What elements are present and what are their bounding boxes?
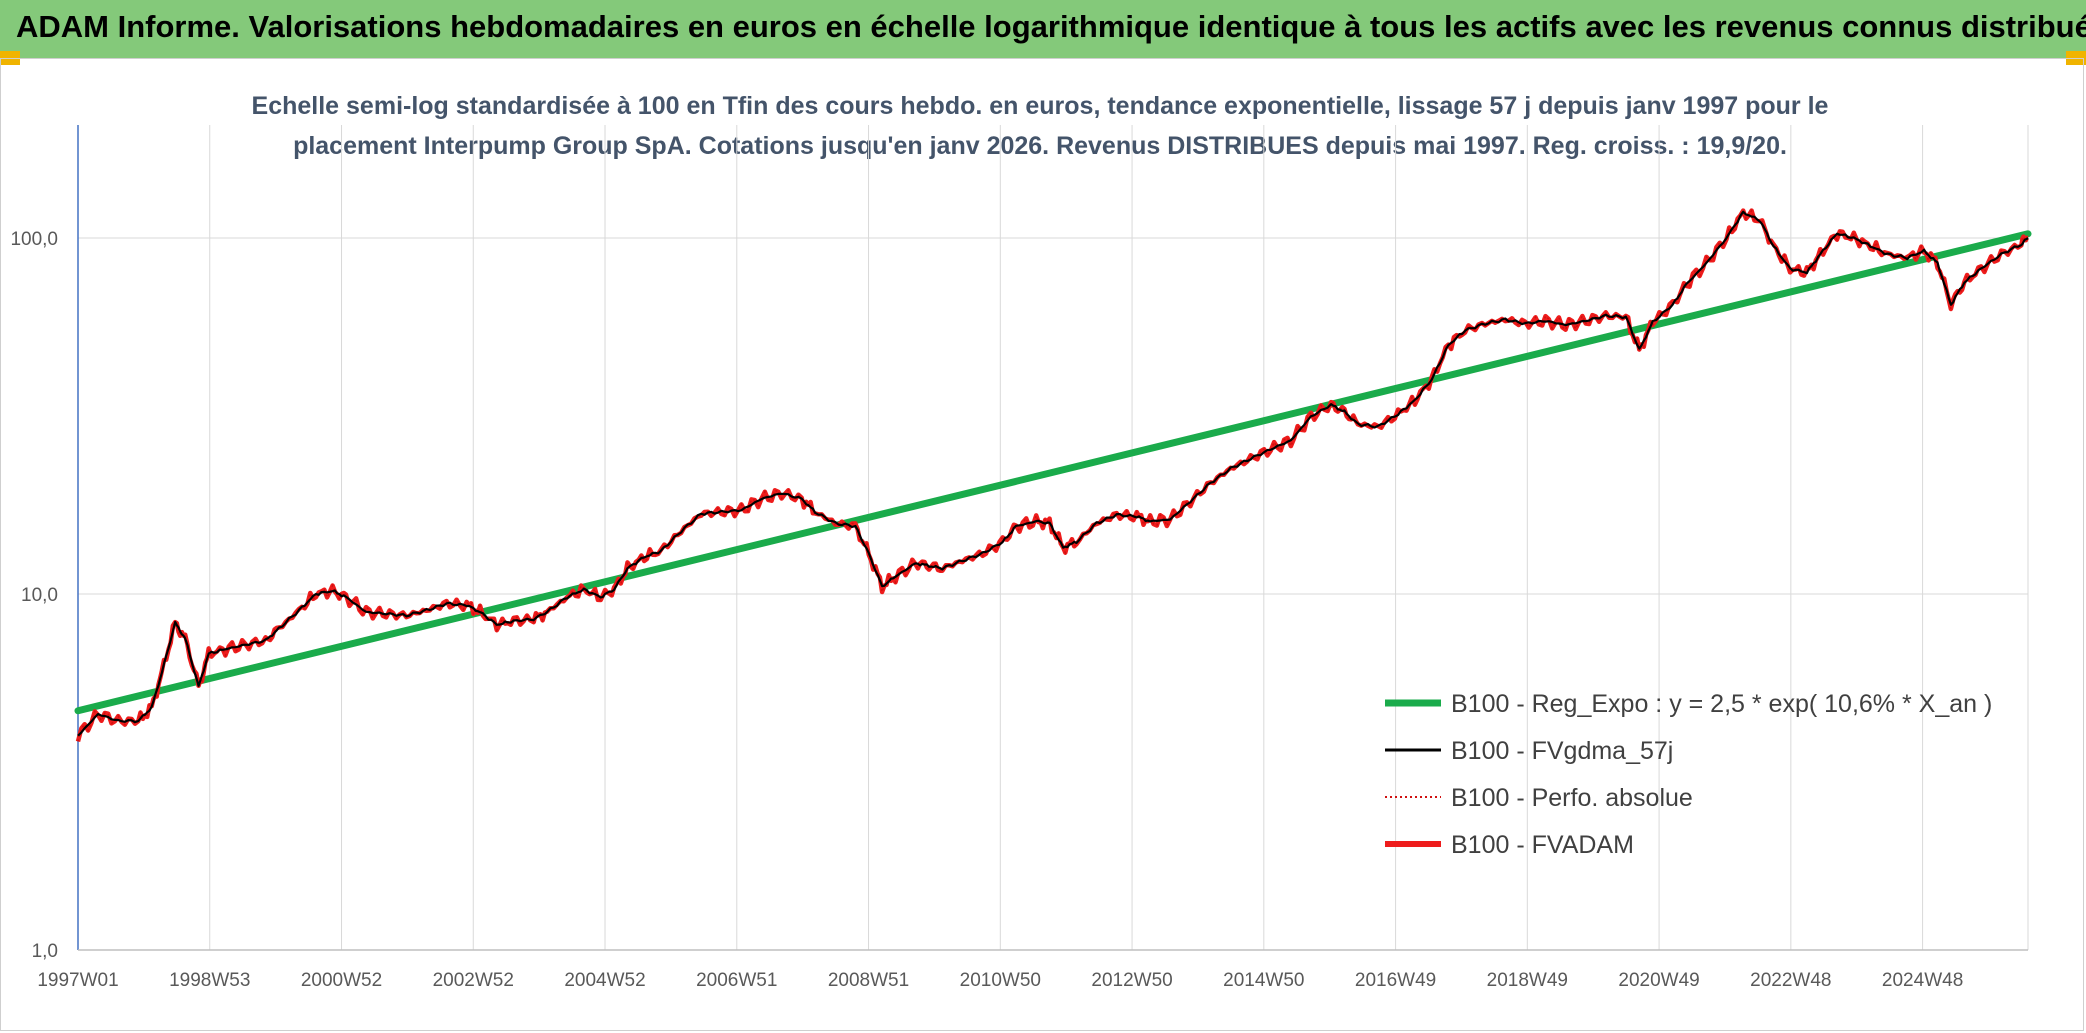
x-tick-label: 2014W50: [1223, 970, 1304, 991]
y-tick-label: 100,0: [10, 229, 58, 250]
series-fvgdma-line: [77, 210, 2029, 737]
legend-label: B100 - Reg_Expo : y = 2,5 * exp( 10,6% *…: [1451, 690, 1992, 718]
title-banner: ADAM Informe. Valorisations hebdomadaire…: [0, 0, 2086, 58]
x-tick-label: 2000W52: [301, 970, 382, 991]
series-perfo-absolue-line: [77, 208, 2029, 742]
series-reg-expo-line: [74, 230, 2032, 715]
x-tick-label: 2020W49: [1618, 970, 1699, 991]
axis-layer: 1,0 10,0 100,0 1997W01 1998W53 2000W52 2002W52…: [10, 125, 2028, 991]
y-tick-label: 1,0: [32, 941, 58, 962]
grid-layer: [78, 125, 2029, 950]
chart-subtitle-line-2: placement Interpump Group SpA. Cotations…: [293, 132, 1787, 160]
x-tick-label: 2012W50: [1091, 970, 1172, 991]
legend-label: B100 - FVADAM: [1451, 831, 1634, 859]
page-title: ADAM Informe. Valorisations hebdomadaire…: [16, 9, 2086, 44]
x-tick-label: 2006W51: [696, 970, 777, 991]
x-tick-label: 2002W52: [433, 970, 514, 991]
y-tick-label: 10,0: [21, 585, 58, 606]
series-fvadam-line: [75, 208, 2030, 742]
x-tick-label: 1997W01: [37, 970, 118, 991]
x-tick-label: 2008W51: [828, 970, 909, 991]
chart-subtitle-line-1: Echelle semi-log standardisée à 100 en T…: [251, 92, 1829, 120]
legend-label: B100 - Perfo. absolue: [1451, 784, 1693, 812]
chart-frame: [0, 58, 2084, 1031]
chart-subtitle: Echelle semi-log standardisée à 100 en T…: [150, 86, 1930, 166]
x-tick-label: 2018W49: [1487, 970, 1568, 991]
x-tick-label: 2024W48: [1882, 970, 1963, 991]
legend-label: B100 - FVgdma_57j: [1451, 737, 1673, 765]
x-tick-label: 2022W48: [1750, 970, 1831, 991]
legend: B100 - Reg_Expo : y = 2,5 * exp( 10,6% *…: [1385, 690, 1992, 859]
series-layer: [74, 208, 2032, 742]
x-tick-label: 2010W50: [960, 970, 1041, 991]
x-tick-label: 1998W53: [169, 970, 250, 991]
x-tick-label: 2004W52: [564, 970, 645, 991]
x-tick-label: 2016W49: [1355, 970, 1436, 991]
